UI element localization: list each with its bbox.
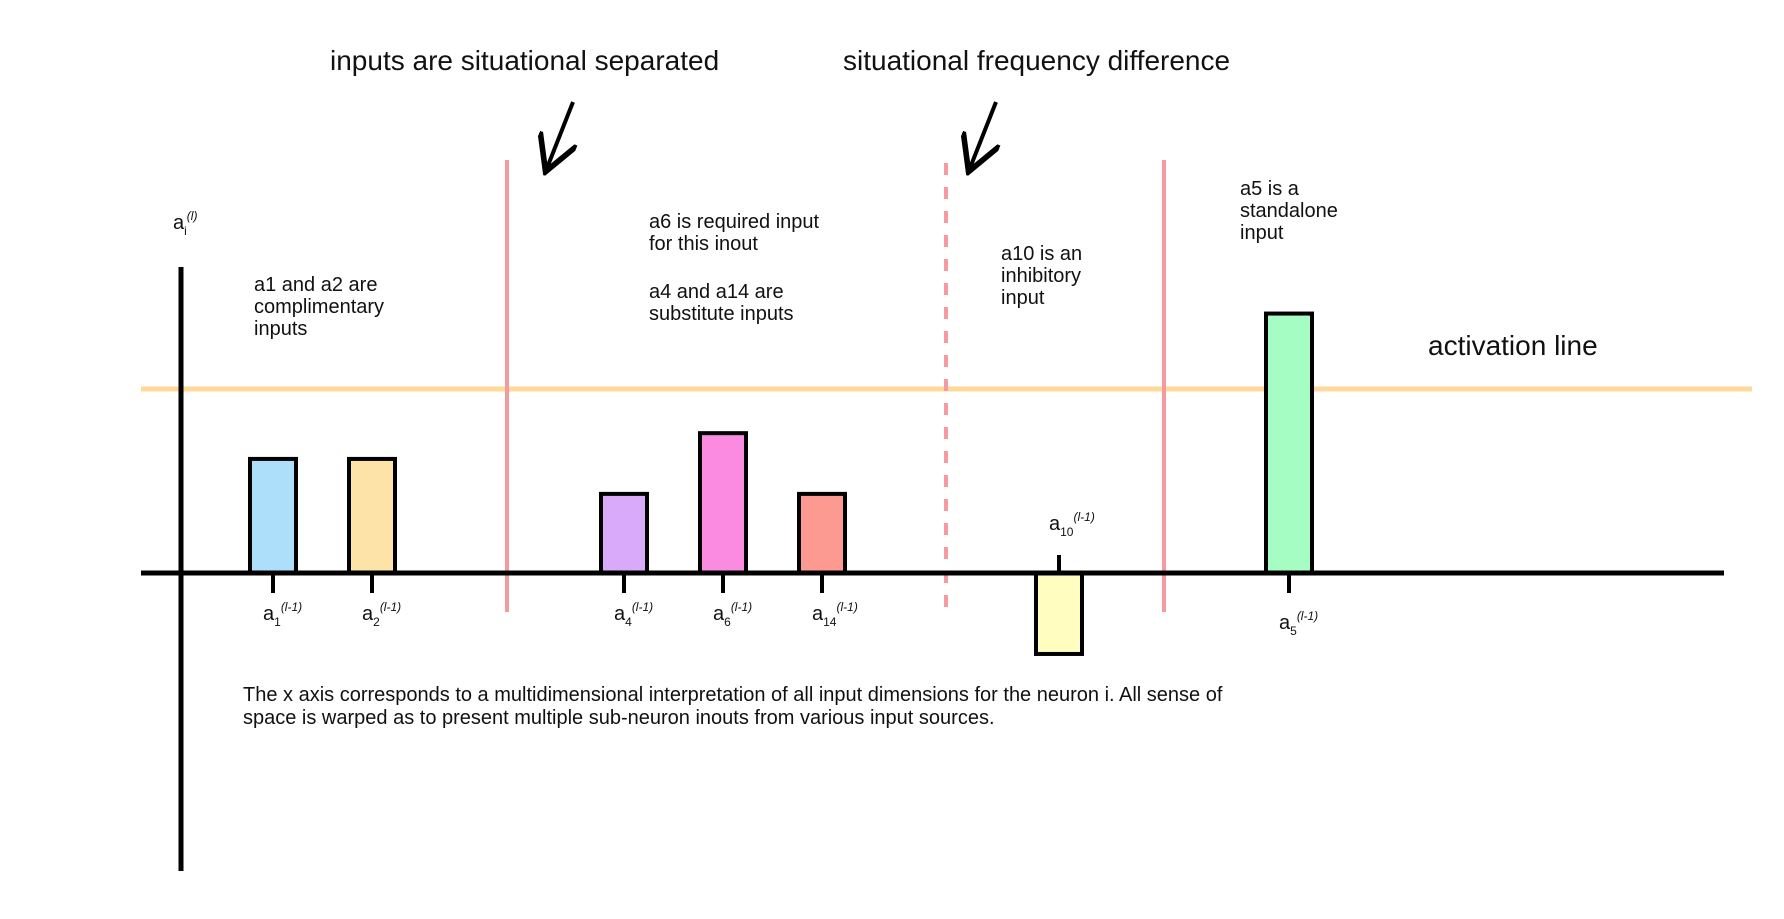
annotation-required: a6 is required input for this inout <box>649 211 820 255</box>
bar-label-a10: a10(l-1) <box>1049 510 1095 539</box>
bar-label-a1: a1(l-1) <box>263 600 303 629</box>
bar-a6 <box>698 431 748 575</box>
annotation-standalone: a5 is a standalone input <box>1240 178 1338 244</box>
arrow-icon-separated <box>547 101 573 168</box>
bars-group <box>248 311 1314 656</box>
bar-a10 <box>1034 571 1084 656</box>
bar-a1 <box>248 456 298 576</box>
bar-label-a6: a6(l-1) <box>713 600 753 629</box>
arrow-icon-frequency <box>970 101 996 168</box>
annotation-inhibitory: a10 is an inhibitory input <box>1001 243 1083 309</box>
annotation-complementary: a1 and a2 are complimentary inputs <box>254 274 385 340</box>
bar-a4 <box>599 491 649 576</box>
bar-a5 <box>1264 311 1314 575</box>
header-note-frequency: situational frequency difference <box>843 45 1231 76</box>
footnote: The x axis corresponds to a multidimensi… <box>243 684 1223 729</box>
bar-label-a2: a2(l-1) <box>362 600 402 629</box>
bar-label-a14: a14(l-1) <box>812 600 858 629</box>
bar-label-a5: a5(l-1) <box>1279 609 1319 638</box>
annotation-substitute: a4 and a14 are substitute inputs <box>649 281 794 325</box>
bar-label-a4: a4(l-1) <box>614 600 654 629</box>
bar-a2 <box>347 456 397 576</box>
header-note-separated: inputs are situational separated <box>330 45 720 76</box>
bar-a14 <box>797 491 847 576</box>
y-axis-label: ai(l) <box>173 209 198 238</box>
activation-line-label: activation line <box>1428 330 1598 361</box>
